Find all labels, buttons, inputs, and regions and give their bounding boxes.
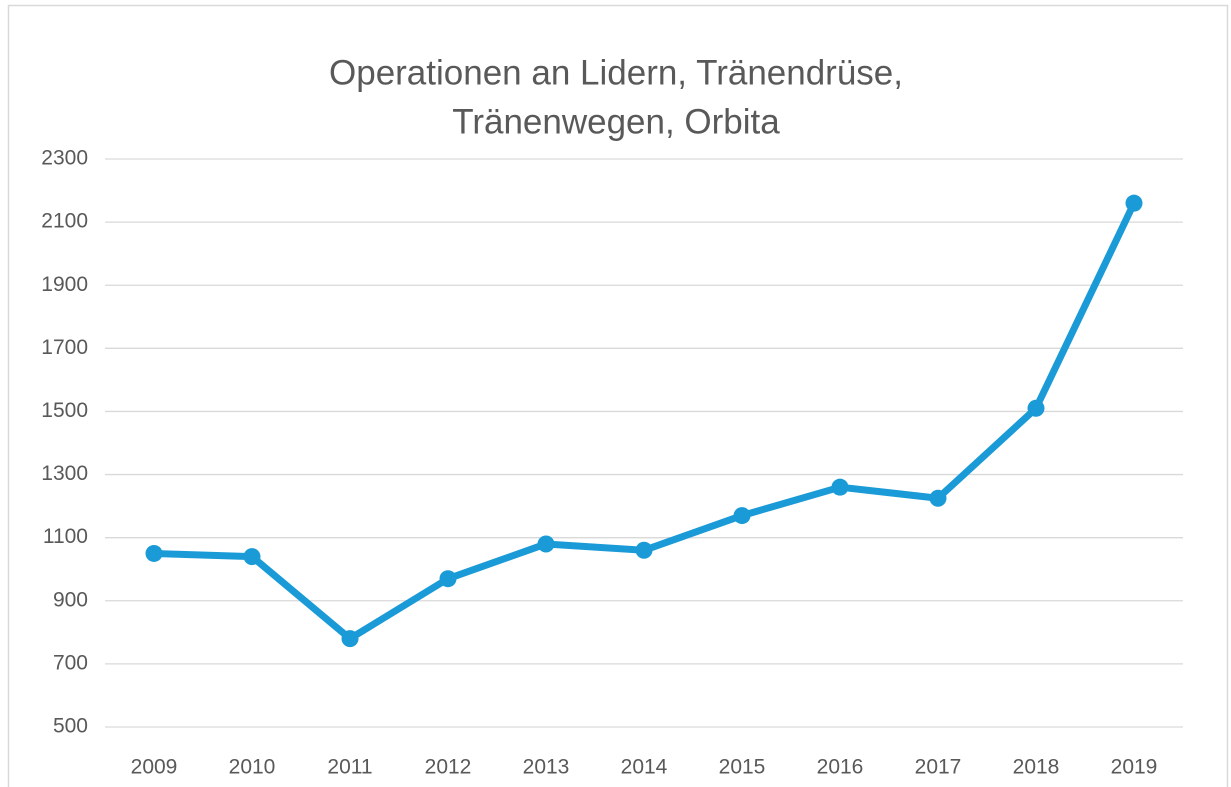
marker xyxy=(145,544,163,562)
x-tick-label: 2012 xyxy=(425,756,472,779)
x-tick-label: 2009 xyxy=(131,756,178,779)
y-tick-label: 1100 xyxy=(43,525,88,548)
x-tick-label: 2016 xyxy=(817,756,864,779)
x-tick-label: 2011 xyxy=(327,756,372,779)
y-tick-label: 1300 xyxy=(41,462,88,485)
chart-frame xyxy=(7,4,1229,787)
y-tick-label: 2300 xyxy=(41,147,88,170)
marker xyxy=(831,478,849,496)
y-tick-label: 1500 xyxy=(41,399,88,422)
y-tick-label: 500 xyxy=(53,715,88,738)
marker xyxy=(1027,399,1045,417)
marker xyxy=(341,630,359,648)
y-tick-label: 700 xyxy=(53,651,88,674)
chart-title: Tränenwegen, Orbita xyxy=(452,102,780,141)
chart-title: Operationen an Lidern, Tränendrüse, xyxy=(329,53,903,92)
x-tick-label: 2013 xyxy=(523,756,570,779)
marker xyxy=(1125,194,1143,212)
x-tick-label: 2014 xyxy=(621,756,668,779)
marker xyxy=(439,570,457,588)
x-tick-label: 2015 xyxy=(719,756,766,779)
y-tick-label: 2100 xyxy=(41,210,88,233)
y-tick-label: 1700 xyxy=(41,336,88,359)
marker xyxy=(243,548,261,566)
y-tick-label: 1900 xyxy=(41,273,88,296)
marker xyxy=(929,489,947,507)
y-tick-label: 900 xyxy=(53,588,88,611)
x-tick-label: 2017 xyxy=(915,756,962,779)
marker xyxy=(733,507,751,525)
marker xyxy=(635,541,653,559)
x-tick-label: 2019 xyxy=(1111,756,1158,779)
marker xyxy=(537,535,555,553)
x-tick-label: 2018 xyxy=(1013,756,1060,779)
x-tick-label: 2010 xyxy=(229,756,276,779)
